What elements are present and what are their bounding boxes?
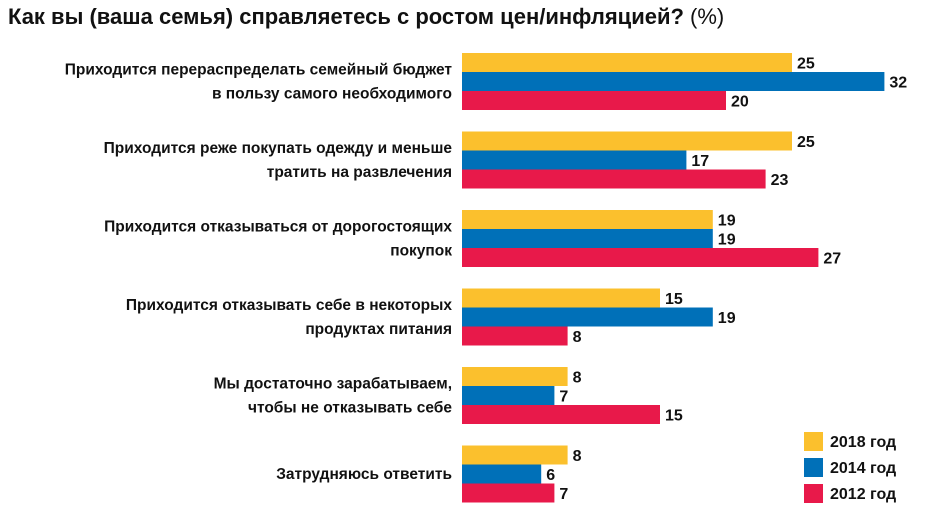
bar xyxy=(462,229,713,248)
bar xyxy=(462,131,792,151)
legend-swatch xyxy=(804,458,823,477)
bar xyxy=(462,483,555,503)
data-label: 8 xyxy=(573,370,582,387)
data-label: 23 xyxy=(771,172,789,189)
data-label: 6 xyxy=(546,467,555,484)
bar xyxy=(462,72,885,91)
data-label: 15 xyxy=(665,408,683,425)
bars xyxy=(462,53,885,503)
bar xyxy=(462,386,555,405)
bar xyxy=(462,91,726,110)
bar xyxy=(462,169,766,189)
data-label: 19 xyxy=(718,310,736,327)
chart-title-main: Как вы (ваша семья) справляетесь с росто… xyxy=(8,4,684,29)
category-label: Затрудняюсь ответить xyxy=(276,466,452,483)
bar xyxy=(462,445,568,465)
category-label: в пользу самого необходимого xyxy=(212,86,452,103)
data-label: 7 xyxy=(559,486,568,503)
chart-title-suffix: (%) xyxy=(690,4,725,29)
category-label: Мы достаточно зарабатываем, xyxy=(214,376,452,393)
category-labels: Приходится перераспределать семейный бюд… xyxy=(65,62,453,484)
data-label: 8 xyxy=(573,329,582,346)
data-label: 19 xyxy=(718,232,736,249)
legend: 2018 год 2014 год 2012 год xyxy=(804,432,896,503)
category-label: Приходится отказываться от дорогостоящих xyxy=(104,219,452,236)
chart-title: Как вы (ваша семья) справляетесь с росто… xyxy=(8,4,933,30)
data-label: 25 xyxy=(797,56,815,73)
data-label: 25 xyxy=(797,134,815,151)
data-label: 19 xyxy=(718,213,736,230)
category-label: продуктах питания xyxy=(305,321,452,338)
category-label: Приходится перераспределать семейный бюд… xyxy=(65,62,453,79)
legend-label: 2012 год xyxy=(830,486,896,503)
legend-label: 2018 год xyxy=(830,434,896,451)
data-label: 15 xyxy=(665,291,683,308)
data-label: 8 xyxy=(573,448,582,465)
bar xyxy=(462,210,713,229)
legend-swatch xyxy=(804,432,823,451)
category-label: Приходится реже покупать одежду и меньше xyxy=(104,140,453,157)
category-label: тратить на развлечения xyxy=(267,164,452,181)
category-label: Приходится отказывать себе в некоторых xyxy=(126,297,452,314)
data-label: 17 xyxy=(691,153,709,170)
bar xyxy=(462,53,792,72)
category-label: чтобы не отказывать себе xyxy=(248,400,452,417)
legend-label: 2014 год xyxy=(830,460,896,477)
bar xyxy=(462,405,660,424)
data-label: 7 xyxy=(559,389,568,406)
bar xyxy=(462,307,713,327)
category-label: покупок xyxy=(390,243,452,260)
bar xyxy=(462,367,568,386)
bar xyxy=(462,150,687,170)
bar xyxy=(462,464,542,484)
data-label: 32 xyxy=(889,75,907,92)
bar xyxy=(462,326,568,346)
data-label: 27 xyxy=(823,251,841,268)
data-label: 20 xyxy=(731,94,749,111)
bar xyxy=(462,288,660,308)
bar xyxy=(462,248,819,267)
legend-swatch xyxy=(804,484,823,503)
